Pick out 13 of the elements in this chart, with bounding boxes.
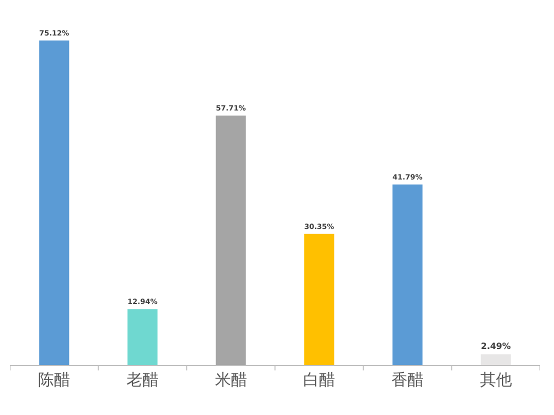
bar bbox=[480, 354, 511, 365]
bar bbox=[127, 309, 158, 365]
data-label: 2.49% bbox=[480, 342, 512, 352]
x-tick-label: 米醋 bbox=[214, 370, 247, 390]
x-tick-label: 老醋 bbox=[126, 370, 158, 390]
bar bbox=[39, 40, 70, 365]
bar bbox=[216, 116, 246, 365]
x-tick-label: 香醋 bbox=[392, 370, 424, 390]
x-tick-label: 其他 bbox=[480, 370, 512, 390]
bar bbox=[392, 184, 423, 365]
bar bbox=[304, 234, 334, 365]
x-tick-label: 白醋 bbox=[303, 370, 336, 390]
x-tick-label: 陈醋 bbox=[38, 370, 70, 390]
